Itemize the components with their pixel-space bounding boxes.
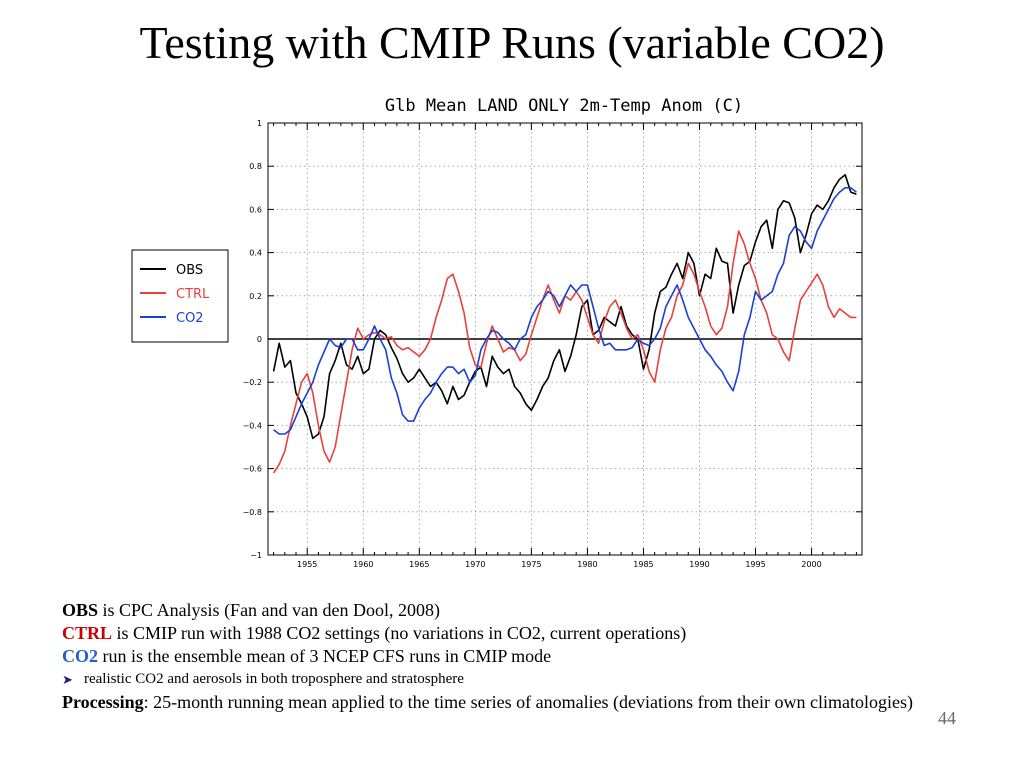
co2-sub-bullet: ➤ realistic CO2 and aerosols in both trop… <box>62 669 962 690</box>
sub-bullet-text: realistic CO2 and aerosols in both tropo… <box>84 671 464 687</box>
legend-label-co2: CO2 <box>176 311 204 326</box>
y-tick-label: 0 <box>257 335 262 344</box>
x-axis-ticks: 1955 1960 1965 1970 1975 1980 1985 1990 1995 2000 <box>273 123 857 569</box>
chart-title: Glb Mean LAND ONLY 2m-Temp Anom (C) <box>385 96 743 116</box>
x-tick-label: 1995 <box>745 560 765 569</box>
y-axis-ticks: −1 −0.8 −0.6 −0.4 −0.2 0 0.2 0.4 0.6 0.8 1 <box>243 119 862 560</box>
processing-description: : 25-month running mean applied to the t… <box>143 692 913 712</box>
series-line-ctrl <box>272 230 857 474</box>
x-tick-label: 1975 <box>521 560 541 569</box>
y-tick-label: −1 <box>250 551 262 560</box>
ctrl-note: CTRL is CMIP run with 1988 CO2 settings … <box>62 623 962 644</box>
co2-note: CO2 run is the ensemble mean of 3 NCEP C… <box>62 646 962 667</box>
slide-notes: OBS is CPC Analysis (Fan and van den Doo… <box>62 600 962 715</box>
x-tick-label: 1970 <box>465 560 485 569</box>
co2-term: CO2 <box>62 646 98 666</box>
legend-box <box>131 249 229 343</box>
y-tick-label: 0.2 <box>249 292 262 301</box>
y-tick-label: −0.6 <box>243 465 262 474</box>
y-tick-label: 0.4 <box>249 249 262 258</box>
legend-label-obs: OBS <box>176 263 203 278</box>
series-lines <box>272 174 857 474</box>
processing-term: Processing <box>62 692 144 712</box>
series-line-obs <box>272 174 857 440</box>
slide-title: Testing with CMIP Runs (variable CO2) <box>139 17 885 68</box>
y-tick-label: 0.6 <box>249 205 262 214</box>
x-tick-label: 1955 <box>297 560 317 569</box>
series-line-co2 <box>273 187 857 435</box>
arrow-bullet-icon: ➤ <box>62 672 73 687</box>
y-tick-label: −0.4 <box>243 421 262 430</box>
processing-note: Processing: 25-month running mean applie… <box>62 692 962 713</box>
ctrl-term: CTRL <box>62 623 113 643</box>
x-tick-label: 1980 <box>577 560 597 569</box>
x-tick-label: 1990 <box>689 560 709 569</box>
legend-label-ctrl: CTRL <box>176 287 210 302</box>
ctrl-description: is CMIP run with 1988 CO2 settings (no v… <box>112 623 687 643</box>
x-tick-label: 2000 <box>801 560 821 569</box>
page-number: 44 <box>938 708 956 728</box>
legend: OBS CTRL CO2 <box>131 249 229 343</box>
y-tick-label: −0.8 <box>243 508 262 517</box>
obs-term: OBS <box>62 600 99 620</box>
temperature-anomaly-chart: Glb Mean LAND ONLY 2m-Temp Anom (C) −1 −0… <box>131 96 863 569</box>
obs-description: is CPC Analysis (Fan and van den Dool, 2… <box>98 600 441 620</box>
x-tick-label: 1985 <box>633 560 653 569</box>
co2-description: run is the ensemble mean of 3 NCEP CFS r… <box>98 646 552 666</box>
obs-note: OBS is CPC Analysis (Fan and van den Doo… <box>62 600 962 621</box>
y-tick-label: 0.8 <box>249 162 262 171</box>
x-tick-label: 1960 <box>353 560 373 569</box>
y-tick-label: −0.2 <box>243 378 262 387</box>
y-tick-label: 1 <box>257 119 262 128</box>
x-tick-label: 1965 <box>409 560 429 569</box>
